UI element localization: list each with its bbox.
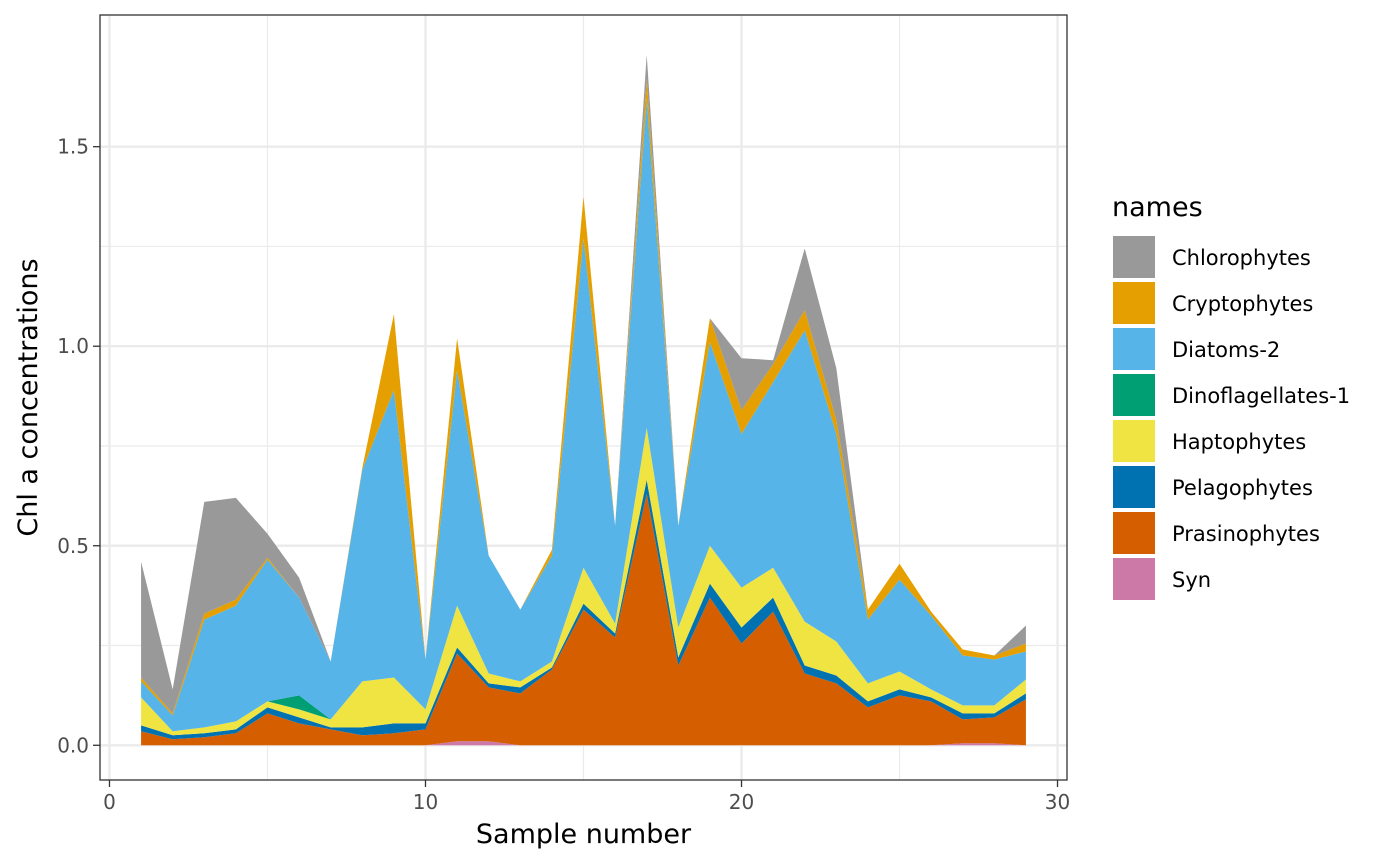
- y-tick-label: 1.0: [57, 334, 89, 358]
- y-axis-title: Chl a concentrations: [13, 258, 44, 536]
- area-cryptophytes: [141, 78, 1026, 716]
- x-tick-label: 10: [413, 790, 438, 814]
- area-series-group: [141, 54, 1026, 746]
- legend-key-diatoms-2: [1113, 328, 1155, 370]
- x-tick-label: 30: [1045, 790, 1070, 814]
- legend-label-chlorophytes: Chlorophytes: [1172, 246, 1311, 270]
- y-axis: 0.0 0.5 1.0 1.5: [57, 135, 100, 757]
- plot-panel-border: [99, 14, 1068, 781]
- area-haptophytes: [141, 428, 1026, 736]
- x-axis-title: Sample number: [476, 819, 692, 850]
- legend-key-prasinophytes: [1113, 512, 1155, 554]
- major-gridlines: [100, 15, 1067, 780]
- legend-title: names: [1112, 192, 1203, 223]
- legend-label-dinoflagellates-1: Dinoflagellates-1: [1172, 384, 1350, 408]
- legend-key-syn: [1113, 558, 1155, 600]
- legend-label-haptophytes: Haptophytes: [1172, 430, 1306, 454]
- legend-key-chlorophytes: [1113, 236, 1155, 278]
- legend-label-cryptophytes: Cryptophytes: [1172, 292, 1313, 316]
- y-tick-label: 1.5: [57, 135, 89, 159]
- legend-label-syn: Syn: [1172, 568, 1211, 592]
- y-tick-label: 0.5: [57, 534, 89, 558]
- legend-label-pelagophytes: Pelagophytes: [1172, 476, 1313, 500]
- legend: names Chlorophytes Cryptophytes Diatoms-2 D…: [1112, 192, 1350, 600]
- legend-key-haptophytes: [1113, 420, 1155, 462]
- legend-label-diatoms-2: Diatoms-2: [1172, 338, 1280, 362]
- legend-key-dinoflagellates-1: [1113, 374, 1155, 416]
- y-tick-label: 0.0: [57, 733, 89, 757]
- legend-key-cryptophytes: [1113, 282, 1155, 324]
- area-prasinophytes: [141, 493, 1026, 746]
- x-tick-label: 0: [103, 790, 116, 814]
- x-tick-label: 20: [729, 790, 754, 814]
- x-axis: 0 10 20 30: [103, 780, 1070, 814]
- legend-items: Chlorophytes Cryptophytes Diatoms-2 Dinofla…: [1113, 236, 1350, 600]
- area-diatoms-2: [141, 98, 1026, 732]
- legend-key-pelagophytes: [1113, 466, 1155, 508]
- legend-label-prasinophytes: Prasinophytes: [1172, 522, 1320, 546]
